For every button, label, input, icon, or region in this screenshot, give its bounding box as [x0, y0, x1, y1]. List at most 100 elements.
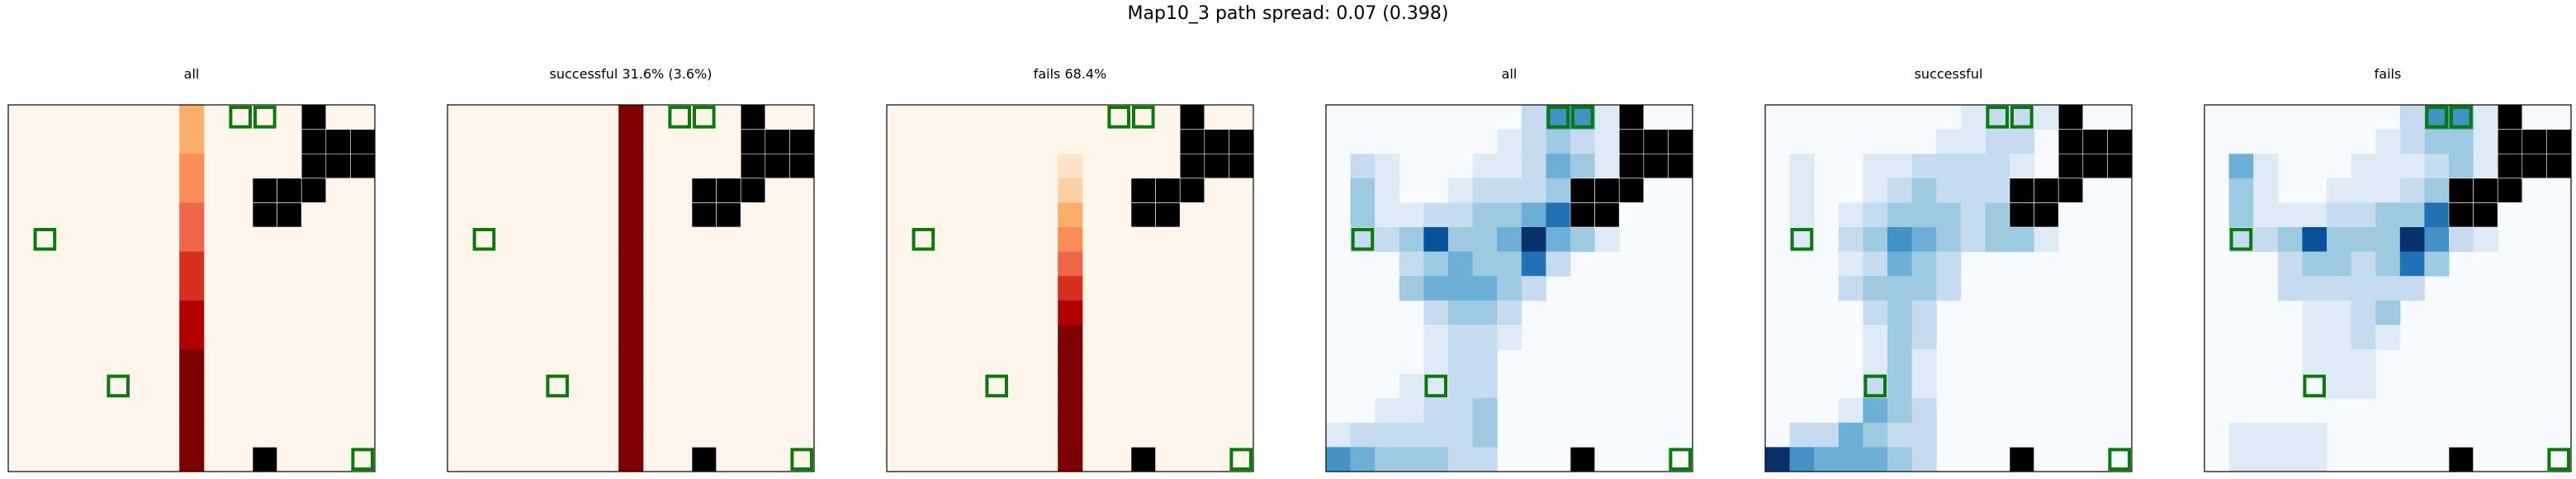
heat-cell — [1863, 154, 1888, 179]
heat-cell — [1448, 300, 1474, 325]
wall-cell — [691, 447, 717, 472]
heat-cell — [1911, 154, 1937, 179]
heat-cell — [2351, 325, 2376, 350]
goal-marker — [1669, 448, 1693, 472]
heat-cell — [2375, 227, 2401, 253]
wall-cell — [301, 104, 327, 130]
heat-cell — [1838, 227, 1863, 253]
heat-cell — [2424, 227, 2450, 253]
wall-cell — [2522, 129, 2547, 154]
wall-cell — [350, 153, 376, 179]
heat-cell — [618, 129, 644, 154]
heat-cell — [1838, 447, 1863, 472]
heat-cell — [1399, 422, 1424, 448]
heat-cell — [2302, 251, 2327, 277]
goal-marker — [1132, 106, 1155, 129]
goal-marker — [351, 448, 374, 472]
goal-marker — [2010, 106, 2034, 129]
heat-cell — [2302, 202, 2327, 228]
heat-cell — [1789, 202, 1815, 228]
heat-cell — [2327, 178, 2352, 203]
panel-title-2: successful 31.6% (3.6%) — [549, 66, 713, 82]
wall-cell — [740, 129, 766, 154]
heat-cell — [1887, 373, 1913, 399]
goal-marker — [107, 374, 130, 398]
heat-cell — [2302, 300, 2327, 325]
heat-cell — [618, 398, 644, 424]
heat-cell — [2204, 447, 2230, 472]
heat-cell — [1497, 202, 1522, 228]
heat-cell — [1789, 422, 1815, 448]
goal-marker — [1107, 106, 1131, 129]
heat-cell — [1497, 227, 1522, 253]
wall-cell — [1179, 178, 1205, 203]
heat-cell — [618, 300, 644, 325]
heat-cell — [2399, 227, 2425, 253]
heat-cell — [2253, 227, 2279, 253]
heat-cell — [1472, 422, 1498, 448]
heat-cell — [1399, 373, 1424, 399]
heat-cell — [1423, 422, 1449, 448]
heat-cell — [1399, 276, 1424, 301]
heat-cell — [2302, 447, 2327, 472]
heat-cell — [1350, 422, 1376, 448]
heat-cell — [1985, 178, 2010, 203]
heat-cell — [1838, 276, 1863, 301]
wall-cell — [1204, 129, 1229, 154]
wall-cell — [1618, 104, 1645, 130]
heat-cell — [618, 105, 644, 130]
heat-cell — [1375, 227, 1400, 253]
wall-cell — [325, 153, 351, 179]
heat-cell — [1497, 325, 1522, 350]
heat-cell — [1326, 447, 1352, 472]
heatmap-panel-4 — [1325, 104, 1693, 472]
heat-cell — [2277, 251, 2303, 277]
heat-cell — [1472, 178, 1498, 203]
heat-cell — [2473, 227, 2498, 253]
heat-cell — [179, 349, 205, 375]
heat-cell — [1448, 202, 1474, 228]
heat-cell — [1887, 178, 1913, 203]
goal-marker — [1229, 448, 1253, 472]
heat-cell — [2010, 129, 2035, 154]
heat-cell — [2010, 227, 2035, 253]
heat-cell — [1423, 202, 1449, 228]
heat-cell — [179, 154, 205, 179]
heat-cell — [2473, 105, 2498, 130]
panel-frame — [1325, 104, 1693, 472]
wall-cell — [2034, 202, 2059, 228]
wall-cell — [277, 202, 302, 228]
heat-cell — [1936, 154, 1962, 179]
heat-cell — [1887, 398, 1913, 424]
heat-cell — [2351, 300, 2376, 325]
wall-cell — [350, 129, 376, 154]
wall-cell — [1618, 129, 1645, 154]
goal-marker — [229, 106, 252, 129]
wall-cell — [2009, 178, 2034, 203]
heat-cell — [2302, 349, 2327, 375]
heat-cell — [1058, 325, 1083, 350]
heat-cell — [2449, 227, 2474, 253]
wall-cell — [2522, 153, 2547, 179]
heat-cell — [1887, 447, 1913, 472]
heat-cell — [1399, 398, 1424, 424]
heat-cell — [2302, 422, 2327, 448]
goal-marker — [2425, 106, 2448, 129]
wall-cell — [2082, 129, 2108, 154]
heat-cell — [2375, 178, 2401, 203]
wall-cell — [301, 178, 327, 203]
heat-cell — [2327, 202, 2352, 228]
heat-cell — [1911, 227, 1937, 253]
heat-cell — [1570, 129, 1596, 154]
wall-cell — [716, 202, 741, 228]
wall-cell — [2009, 202, 2034, 228]
heat-cell — [1375, 178, 1400, 203]
panel-title-6: fails — [2374, 66, 2402, 82]
heat-cell — [1423, 251, 1449, 277]
heat-cell — [1911, 349, 1937, 375]
heat-cell — [1911, 202, 1937, 228]
heat-cell — [179, 276, 205, 301]
heat-cell — [179, 251, 205, 277]
heat-cell — [1838, 398, 1863, 424]
heat-cell — [1058, 178, 1083, 203]
